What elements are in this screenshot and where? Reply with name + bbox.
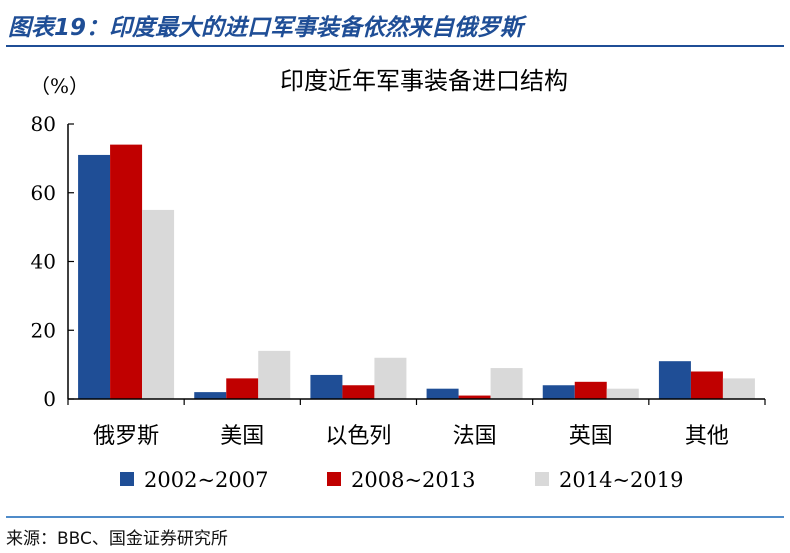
bar xyxy=(542,385,575,399)
figure-header: 图表19：印度最大的进口军事装备依然来自俄罗斯 xyxy=(6,2,784,46)
x-axis: 俄罗斯 美国 以色列 法国 英国 其他 xyxy=(67,398,766,449)
bar xyxy=(426,388,459,399)
y-tick-label: 60 xyxy=(31,181,56,205)
chart-title: 印度近年军事装备进口结构 xyxy=(280,67,568,95)
x-category-label: 其他 xyxy=(685,424,729,449)
legend-swatch xyxy=(120,472,134,486)
bar xyxy=(194,392,227,399)
bar xyxy=(490,368,523,399)
legend-label: 2002~2007 xyxy=(144,468,268,492)
bar xyxy=(258,350,291,399)
bar-series-group xyxy=(78,144,755,399)
legend-swatch xyxy=(535,472,549,486)
bar xyxy=(574,381,607,399)
bar xyxy=(722,378,755,399)
x-category-label: 俄罗斯 xyxy=(93,424,159,449)
bar xyxy=(342,385,375,399)
bar xyxy=(78,154,111,399)
x-category-label: 以色列 xyxy=(325,424,391,449)
legend-label: 2014~2019 xyxy=(559,468,683,492)
y-axis: 0 20 40 60 80 xyxy=(31,112,74,411)
y-tick-label: 0 xyxy=(43,387,56,411)
legend-swatch xyxy=(327,472,341,486)
figure-title: 图表19：印度最大的进口军事装备依然来自俄罗斯 xyxy=(8,15,524,41)
legend-label: 2008~2013 xyxy=(351,468,475,492)
footer-rule xyxy=(6,516,784,518)
y-tick-label: 80 xyxy=(31,112,56,136)
bar xyxy=(658,361,691,399)
x-category-label: 美国 xyxy=(220,424,264,449)
bar xyxy=(226,378,259,399)
bar xyxy=(142,209,175,399)
x-category-label: 英国 xyxy=(569,424,613,449)
bar xyxy=(310,374,343,399)
header-rule xyxy=(6,45,784,47)
bar xyxy=(606,388,639,399)
y-axis-unit-label: （%） xyxy=(30,74,89,98)
bar xyxy=(690,371,723,399)
y-tick-label: 40 xyxy=(31,250,56,274)
bar xyxy=(458,395,491,399)
source-note: 来源：BBC、国金证券研究所 xyxy=(6,529,228,549)
bar xyxy=(110,144,143,399)
bar xyxy=(374,357,407,399)
y-tick-label: 20 xyxy=(31,318,56,342)
legend: 2002~2007 2008~2013 2014~2019 xyxy=(120,468,683,492)
x-category-label: 法国 xyxy=(453,424,497,449)
